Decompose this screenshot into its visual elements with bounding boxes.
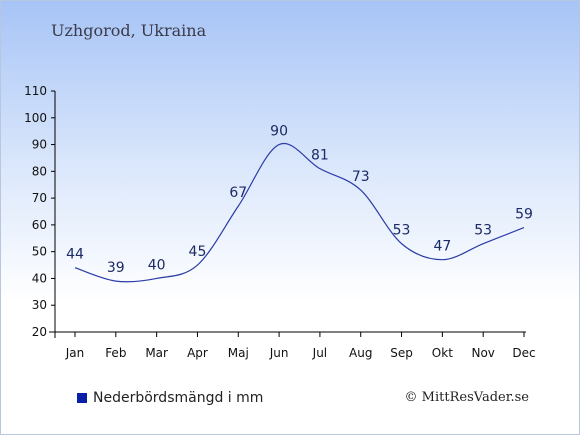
series-line	[74, 142, 525, 283]
data-label: 44	[66, 247, 84, 263]
x-tick-label: Sep	[390, 346, 413, 360]
data-label: 45	[189, 244, 207, 260]
x-ticks: Jan Feb Mar Apr Maj Jun Jul Aug Sep Okt Nov Dec	[65, 332, 536, 360]
y-tick-label: 110	[24, 84, 47, 98]
data-label: 40	[148, 257, 166, 273]
data-label: 39	[107, 260, 125, 276]
x-tick-label: Apr	[187, 346, 208, 360]
y-tick-label: 30	[32, 298, 47, 312]
x-tick-label: Feb	[105, 346, 126, 360]
legend-label: Nederbördsmängd i mm	[93, 390, 264, 406]
y-tick-label: 100	[24, 111, 47, 125]
y-tick-label: 70	[32, 191, 47, 205]
x-tick-label: Dec	[512, 346, 535, 360]
data-label: 47	[433, 239, 451, 255]
x-tick-label: Maj	[228, 346, 249, 360]
x-tick-label: Jun	[269, 346, 289, 360]
y-tick-label: 90	[32, 138, 47, 152]
y-tick-label: 40	[32, 271, 47, 285]
data-label: 73	[352, 169, 370, 185]
y-tick-label: 20	[32, 325, 47, 339]
data-label: 59	[515, 207, 533, 223]
data-label: 90	[270, 124, 288, 140]
legend: Nederbördsmängd i mm	[77, 390, 263, 406]
data-label: 81	[311, 148, 329, 164]
x-tick-label: Mar	[145, 346, 168, 360]
y-tick-label: 50	[32, 245, 47, 259]
data-label: 67	[229, 185, 247, 201]
x-tick-label: Aug	[349, 346, 372, 360]
legend-swatch	[77, 393, 87, 403]
x-tick-label: Okt	[432, 346, 453, 360]
x-tick-label: Jul	[312, 346, 327, 360]
data-label: 53	[393, 223, 411, 239]
y-ticks: 20 30 40 50 60 70 80 90 100 110	[24, 84, 55, 339]
x-tick-label: Jan	[65, 346, 85, 360]
data-label: 53	[474, 223, 492, 239]
chart-title: Uzhgorod, Ukraina	[51, 21, 207, 40]
x-tick-label: Nov	[471, 346, 494, 360]
y-tick-label: 80	[32, 164, 47, 178]
axes	[49, 91, 526, 338]
data-labels: 44 39 40 45 67 90 81 73 53 47 53 59	[66, 124, 533, 277]
credit: © MittResVader.se	[404, 390, 529, 405]
y-tick-label: 60	[32, 218, 47, 232]
